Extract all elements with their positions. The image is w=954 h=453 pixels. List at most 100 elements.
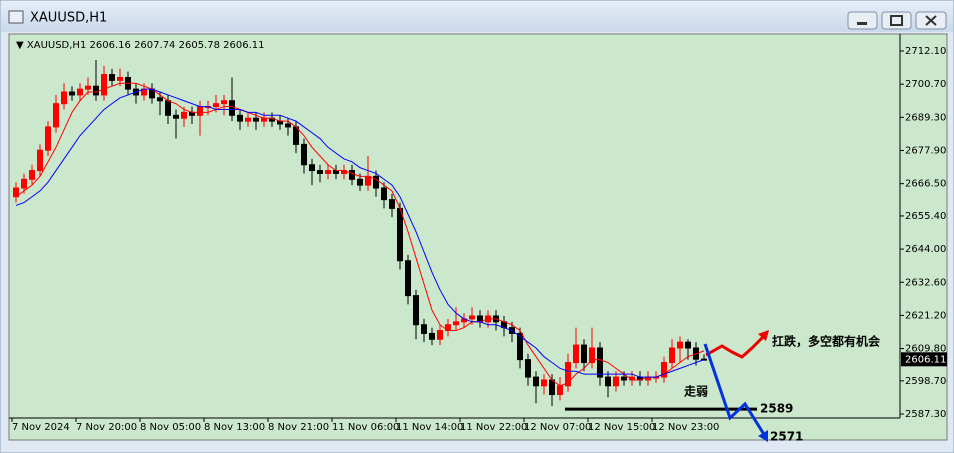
- candle-body: [101, 74, 107, 96]
- candle-body: [77, 88, 83, 96]
- red-arrow: [705, 332, 768, 359]
- candle-body: [45, 126, 51, 151]
- candle-body: [381, 187, 387, 201]
- y-tick-label: 2644.00: [905, 244, 946, 255]
- candle-body: [117, 76, 123, 81]
- candle-body: [53, 103, 59, 128]
- candle-body: [389, 199, 395, 209]
- candle-body: [157, 97, 163, 102]
- moving-average: [15, 82, 705, 387]
- last-high: 2607.74: [134, 40, 175, 51]
- candle-body: [573, 344, 579, 364]
- candle-body: [421, 324, 427, 334]
- target-label: 2571: [770, 430, 803, 444]
- y-tick-label: 2712.10: [905, 46, 946, 57]
- candle-body: [69, 91, 75, 96]
- y-tick-label: 2587.30: [905, 409, 946, 420]
- x-tick-label: 12 Nov 07:00: [524, 422, 591, 433]
- x-tick-label: 12 Nov 23:00: [652, 422, 719, 433]
- y-tick-label: 2689.30: [905, 112, 946, 123]
- x-tick-label: 7 Nov 20:00: [76, 422, 137, 433]
- candle-body: [437, 330, 443, 340]
- red-arrow-head: [758, 330, 769, 341]
- candle-body: [349, 170, 355, 180]
- candle-body: [109, 74, 115, 81]
- symbol: XAUUSD,H1: [27, 40, 86, 51]
- candle-body: [541, 379, 547, 387]
- y-tick-label: 2700.70: [905, 79, 946, 90]
- y-tick-label: 2621.20: [905, 310, 946, 321]
- y-tick-label: 2609.80: [905, 344, 946, 355]
- window-buttons[interactable]: [847, 11, 947, 30]
- x-tick-label: 8 Nov 21:00: [268, 422, 329, 433]
- x-tick-label: 11 Nov 06:00: [332, 422, 399, 433]
- candle-body: [325, 170, 331, 174]
- y-tick-label: 2655.40: [905, 211, 946, 222]
- x-tick-label: 11 Nov 22:00: [460, 422, 527, 433]
- candle-body: [165, 100, 171, 116]
- y-tick-label: 2598.70: [905, 376, 946, 387]
- last-close: 2606.11: [223, 40, 264, 51]
- candle-body: [677, 341, 683, 349]
- candle-body: [181, 111, 187, 119]
- candle-body: [357, 178, 363, 186]
- candle-body: [245, 117, 251, 122]
- x-tick-label: 7 Nov 2024: [12, 422, 70, 433]
- restore-button[interactable]: [881, 11, 912, 30]
- minimize-button[interactable]: [847, 11, 878, 30]
- candle-body: [93, 85, 99, 96]
- candle-body: [37, 149, 43, 172]
- blue-arrow: [703, 343, 767, 437]
- close-icon: [925, 15, 937, 26]
- candle-body: [469, 315, 475, 320]
- candle-body: [397, 207, 403, 262]
- candle-body: [429, 332, 435, 340]
- candle-body: [301, 143, 307, 166]
- x-tick-label: 8 Nov 05:00: [140, 422, 201, 433]
- candle-body: [253, 117, 259, 122]
- plot: 2712.10 2700.70 2689.30 2677.90 2666.50 2655.…: [11, 46, 947, 444]
- candle-body: [533, 376, 539, 387]
- x-tick-label: 12 Nov 15:00: [588, 422, 655, 433]
- minimize-icon: [857, 22, 867, 25]
- x-tick-label: 8 Nov 13:00: [204, 422, 265, 433]
- info-line: ▼ XAUUSD,H1 2606.16 2607.74 2605.78 2606…: [16, 40, 265, 51]
- candle-body: [565, 362, 571, 387]
- annotation: 扛跌，多空都有机会: [772, 334, 881, 349]
- candle-body: [589, 347, 595, 364]
- annotation: 走弱: [684, 384, 708, 399]
- price-tag: 2606.11: [905, 354, 946, 365]
- candle-body: [557, 385, 563, 396]
- candle-body: [597, 347, 603, 378]
- candle-body: [413, 295, 419, 326]
- restore-icon: [890, 15, 903, 26]
- moving-average: [15, 88, 705, 378]
- candle-body: [605, 376, 611, 387]
- title-bar: [1, 1, 953, 32]
- window-title: XAUUSD,H1: [30, 11, 107, 26]
- candle-body: [61, 91, 67, 105]
- level-label: 2589: [760, 402, 793, 416]
- candle-body: [405, 260, 411, 297]
- candle-body: [365, 175, 371, 186]
- x-tick-label: 11 Nov 14:00: [396, 422, 463, 433]
- candle-body: [309, 164, 315, 172]
- candle-body: [373, 175, 379, 189]
- y-tick-label: 2632.60: [905, 277, 946, 288]
- blue-arrow-head: [758, 430, 768, 442]
- candle-body: [613, 376, 619, 387]
- candle-body: [685, 341, 691, 349]
- candle-body: [549, 379, 555, 396]
- candle-body: [621, 376, 627, 381]
- candle-body: [525, 359, 531, 378]
- candle-body: [453, 321, 459, 326]
- candle-body: [669, 347, 675, 364]
- candle-body: [221, 100, 227, 105]
- last-low: 2605.78: [179, 40, 220, 51]
- last-open: 2606.16: [90, 40, 131, 51]
- candle-body: [21, 178, 27, 189]
- price-tag-bg: [901, 352, 947, 367]
- candle-body: [229, 100, 235, 116]
- candle-body: [581, 344, 587, 364]
